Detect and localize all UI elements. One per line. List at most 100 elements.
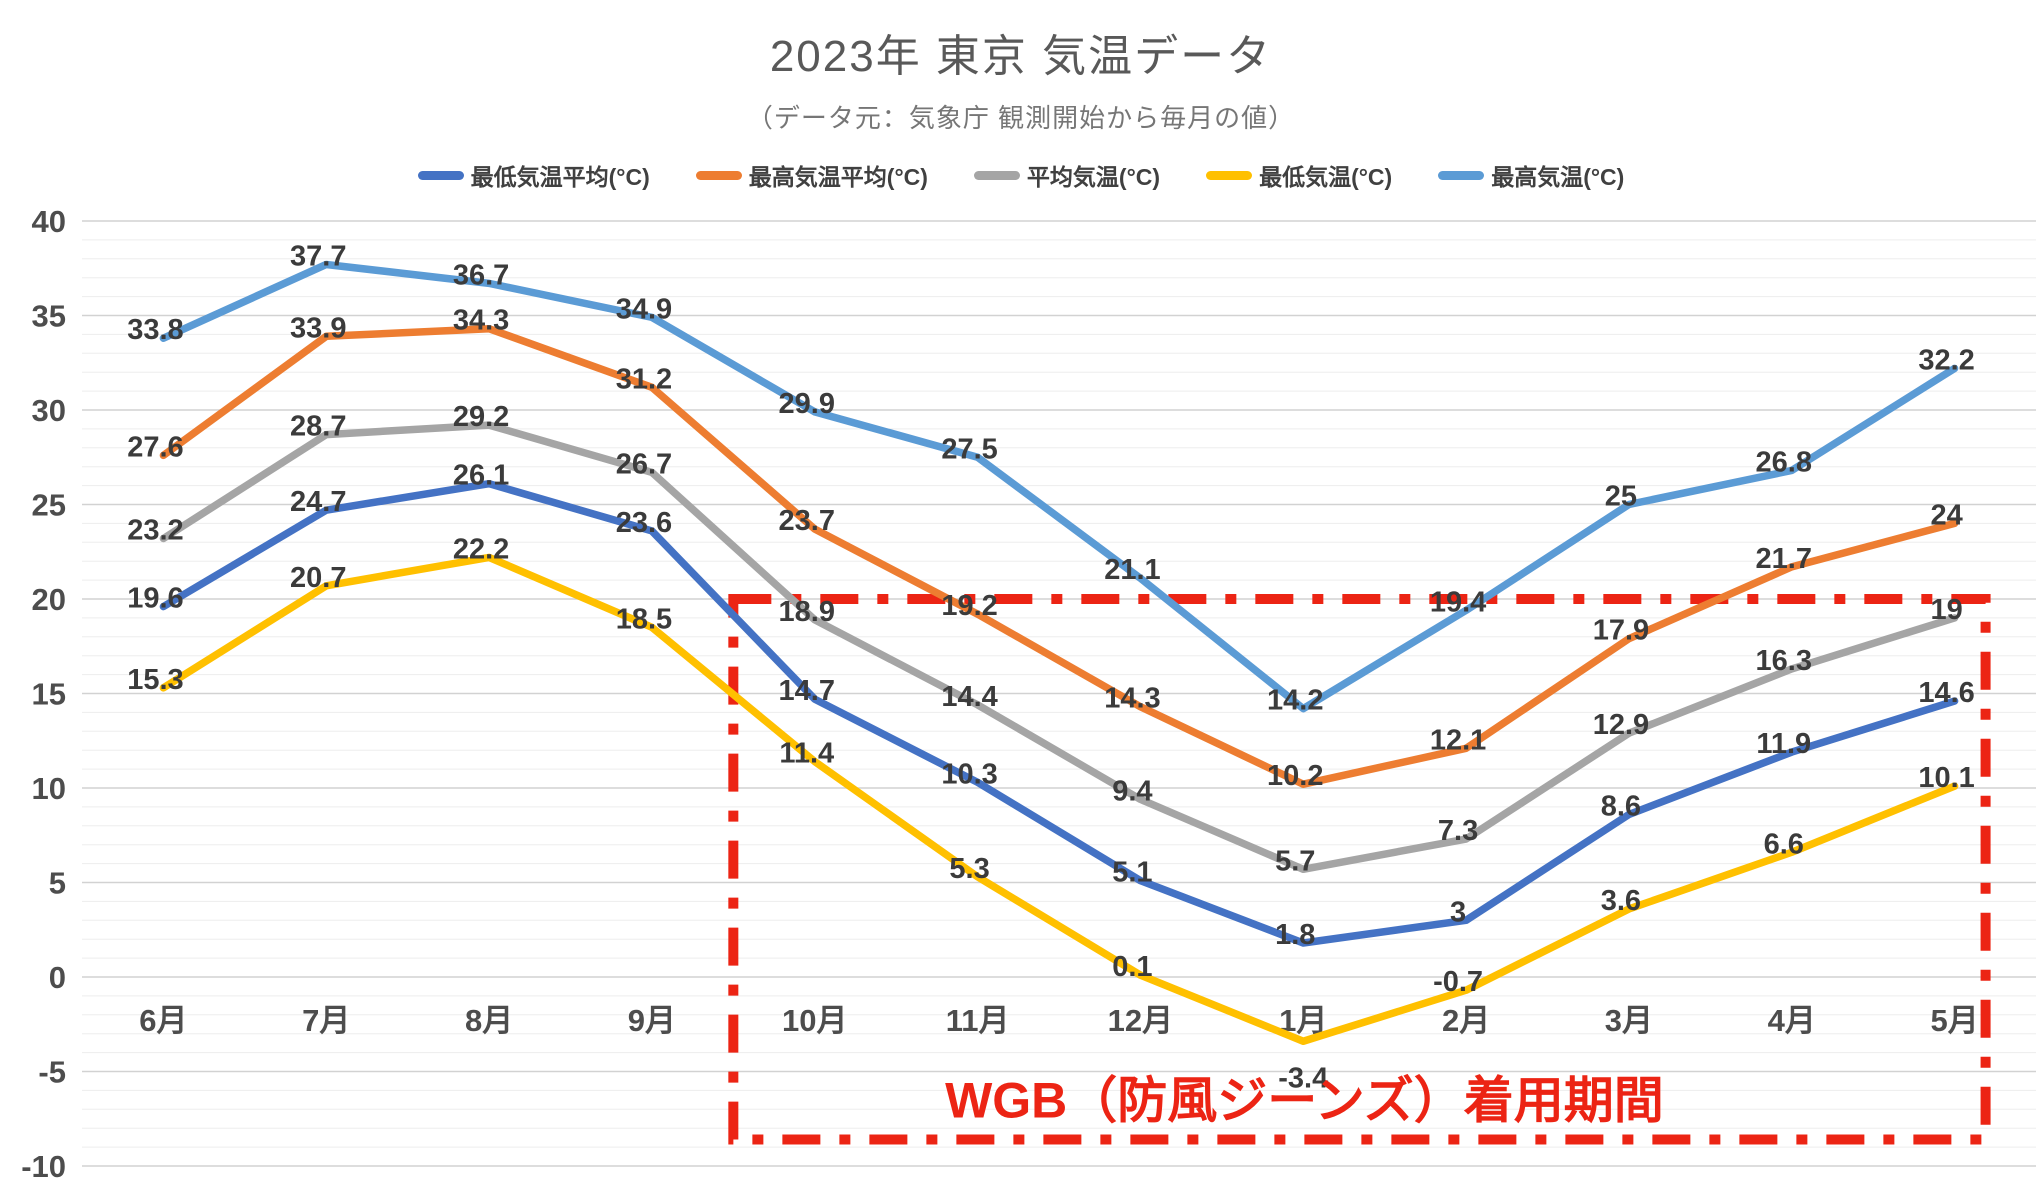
y-axis-tick-label: 20 — [32, 582, 66, 617]
legend-swatch-icon — [417, 170, 464, 180]
series-line-最低気温平均(°C) — [159, 479, 1959, 947]
chart-subtitle: （データ元：気象庁 観測開始から毎月の値） — [746, 103, 1296, 133]
gridlines-major — [82, 220, 2036, 1167]
data-label: 25 — [1605, 481, 1637, 513]
data-label: 26.8 — [1756, 446, 1812, 478]
y-axis-tick-label: 5 — [49, 866, 66, 901]
y-axis-tick-label: 35 — [32, 299, 66, 334]
legend-item-4[interactable]: 最高気温(°C) — [1438, 158, 1624, 192]
y-axis-tick-label: 10 — [32, 771, 66, 806]
data-label: 26.1 — [453, 460, 509, 492]
data-label: 14.3 — [1104, 683, 1160, 715]
data-label: 8.6 — [1601, 790, 1641, 822]
data-label: 17.9 — [1593, 615, 1649, 647]
series-line-最高気温(°C) — [159, 260, 1959, 713]
data-label: 14.2 — [1267, 685, 1323, 717]
data-label: 5.7 — [1275, 845, 1315, 877]
data-label: 33.8 — [127, 314, 183, 346]
chart-header: 2023年 東京 気温データ （データ元：気象庁 観測開始から毎月の値） — [0, 0, 2042, 135]
data-label: 27.5 — [941, 433, 997, 465]
data-label: 3.6 — [1601, 885, 1641, 917]
annotation-label: WGB（防風ジーンズ）着用期間 — [945, 1073, 1664, 1129]
gridlines-minor — [82, 239, 2036, 1148]
data-label: 7.3 — [1438, 815, 1478, 847]
data-label: 6.6 — [1764, 828, 1804, 860]
series-lines — [159, 260, 1959, 1046]
data-label: 19.4 — [1430, 586, 1486, 618]
data-label: 23.2 — [127, 515, 183, 547]
data-label: 12.1 — [1430, 724, 1486, 756]
x-axis-tick-label: 12月 — [1108, 1003, 1173, 1038]
legend-item-3[interactable]: 最低気温(°C) — [1206, 158, 1392, 192]
data-label: 16.3 — [1756, 645, 1812, 677]
legend-item-1[interactable]: 最高気温平均(°C) — [695, 158, 928, 192]
y-axis-tick-label: -5 — [38, 1055, 66, 1090]
legend-item-2[interactable]: 平均気温(°C) — [973, 158, 1161, 192]
data-label: 26.7 — [616, 448, 672, 480]
data-label: -0.7 — [1433, 966, 1483, 998]
data-labels: 19.6 24.7 26.1 23.6 14.7 10.3 5.1 1.8 3 8.6 11.9 14… — [127, 240, 1975, 1094]
data-label: 29.9 — [779, 388, 835, 420]
data-label: 22.2 — [453, 533, 509, 565]
data-label: 11.4 — [779, 738, 834, 770]
data-label: 24.7 — [290, 486, 346, 518]
x-axis-tick-label: 4月 — [1768, 1003, 1816, 1038]
data-label: 14.6 — [1918, 677, 1974, 709]
data-label: 28.7 — [290, 411, 346, 443]
legend-label: 最高気温平均(°C) — [748, 164, 928, 190]
legend-item-0[interactable]: 最低気温平均(°C) — [417, 158, 650, 192]
y-axis-tick-label: 30 — [32, 393, 66, 428]
data-label: 3 — [1450, 896, 1466, 928]
legend-label: 最高気温(°C) — [1491, 164, 1625, 190]
legend-swatch-icon — [695, 170, 742, 180]
y-axis-tick-label: 40 — [32, 204, 66, 239]
series-line-最低気温(°C) — [159, 553, 1959, 1046]
data-label: 12.9 — [1593, 709, 1649, 741]
legend-label: 最低気温平均(°C) — [470, 164, 650, 190]
y-axis-tick-label: -10 — [21, 1149, 66, 1184]
data-label: 18.9 — [779, 596, 835, 628]
x-axis-tick-label: 6月 — [139, 1003, 187, 1038]
data-label: 15.3 — [127, 664, 183, 696]
y-axis-tick-label: 25 — [32, 488, 66, 523]
data-label: 32.2 — [1918, 344, 1974, 376]
data-label: 10.3 — [941, 758, 997, 790]
x-axis-tick-label: 5月 — [1930, 1003, 1978, 1038]
data-label: 37.7 — [290, 240, 346, 272]
data-label: 9.4 — [1112, 775, 1152, 807]
legend-swatch-icon — [1206, 170, 1253, 180]
data-label: 21.1 — [1104, 554, 1160, 586]
legend-label: 平均気温(°C) — [1026, 164, 1161, 190]
data-label: 14.4 — [941, 681, 997, 713]
data-label: 34.3 — [453, 305, 509, 337]
data-label: 23.7 — [779, 505, 835, 537]
x-axis-tick-label: 2月 — [1442, 1003, 1490, 1038]
y-axis-tick-label: 15 — [32, 677, 66, 712]
annotation-box — [728, 594, 1991, 1145]
chart-title: 2023年 東京 気温データ — [769, 32, 1273, 81]
data-label: 33.9 — [290, 312, 346, 344]
x-axis-tick-label: 10月 — [782, 1003, 847, 1038]
data-label: 36.7 — [453, 259, 509, 291]
data-label: 34.9 — [616, 293, 672, 325]
series-line-平均気温(°C) — [159, 421, 1959, 874]
legend-label: 最低気温(°C) — [1259, 164, 1393, 190]
data-label: 23.6 — [616, 507, 672, 539]
data-label: 29.2 — [453, 401, 509, 433]
data-label: 31.2 — [616, 363, 672, 395]
data-label: 21.7 — [1756, 543, 1812, 575]
data-label: 14.7 — [779, 675, 835, 707]
data-label: 5.3 — [949, 853, 989, 885]
data-label: 19.2 — [941, 590, 997, 622]
data-label: 10.1 — [1918, 762, 1974, 794]
x-axis-tick-label: 11月 — [946, 1003, 1010, 1038]
data-label: 5.1 — [1112, 857, 1152, 889]
series-line-最高気温平均(°C) — [159, 324, 1959, 788]
data-label: 24 — [1930, 499, 1962, 531]
data-label: 10.2 — [1267, 760, 1323, 792]
data-label: 1.8 — [1275, 919, 1315, 951]
data-label: 19 — [1930, 594, 1962, 626]
x-axis-tick-label: 7月 — [302, 1003, 350, 1038]
data-label: -3.4 — [1278, 1062, 1328, 1094]
